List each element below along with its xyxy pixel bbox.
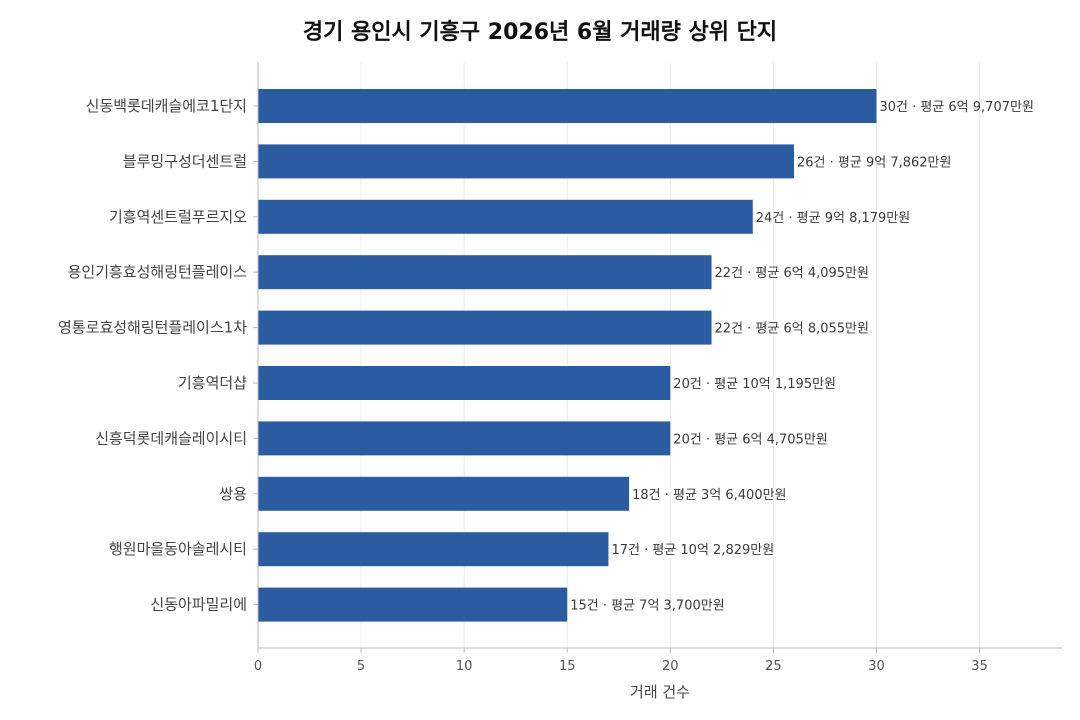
category-label: 영통로효성해링턴플레이스1차 [58, 319, 247, 337]
axes [257, 62, 1062, 649]
bars [258, 89, 877, 622]
data-label: 26건 · 평균 9억 7,862만원 [797, 155, 951, 170]
data-label: 22건 · 평균 6억 4,095만원 [715, 266, 869, 281]
data-label: 22건 · 평균 6억 8,055만원 [715, 322, 869, 337]
category-label: 기흥역더샵 [178, 374, 247, 392]
bar [258, 144, 794, 179]
x-tick-label: 0 [254, 659, 262, 674]
bar [258, 366, 671, 400]
x-tick-label: 10 [456, 659, 473, 674]
data-label: 20건 · 평균 6억 4,705만원 [673, 432, 827, 447]
x-tick-label: 25 [765, 659, 782, 674]
category-label: 신동아파밀리에 [150, 596, 247, 614]
bar [258, 587, 568, 622]
category-label: 행원마을동아솔레시티 [109, 540, 247, 558]
bar [258, 199, 753, 234]
category-label: 기흥역센트럴푸르지오 [109, 208, 247, 226]
data-label: 17건 · 평균 10억 2,829만원 [611, 543, 774, 558]
bar [258, 532, 609, 567]
category-label: 블루밍구성더센트럴 [123, 152, 247, 170]
x-axis-title: 거래 건수 [630, 683, 690, 701]
x-tick-label: 15 [559, 659, 576, 674]
category-label: 신흥덕롯데캐슬레이시티 [95, 429, 247, 447]
bar [258, 421, 671, 456]
category-label: 쌍용 [219, 485, 247, 503]
chart-title: 경기 용인시 기흥구 2026년 6월 거래량 상위 단지 [302, 20, 778, 45]
data-label: 24건 · 평균 9억 8,179만원 [756, 211, 910, 226]
x-tick-label: 20 [662, 659, 679, 674]
x-tick-label: 35 [971, 659, 988, 674]
data-label: 18건 · 평균 3억 6,400만원 [632, 488, 786, 503]
bar [258, 255, 712, 290]
x-tick-label: 30 [868, 659, 885, 674]
x-tick-label: 5 [357, 659, 365, 674]
data-label: 30건 · 평균 6억 9,707만원 [879, 100, 1033, 115]
category-label: 용인기흥효성해링턴플레이스 [68, 263, 248, 281]
data-label: 20건 · 평균 10억 1,195만원 [673, 377, 836, 392]
bar [258, 89, 877, 123]
data-label: 15건 · 평균 7억 3,700만원 [570, 599, 724, 614]
labels: 0 5 10 15 20 25 30 35 신동백롯데캐슬에코1단지 30건 · 평균 6억 9,… [58, 97, 1034, 674]
category-label: 신동백롯데캐슬에코1단지 [86, 97, 247, 115]
bar [258, 476, 630, 511]
bar [258, 310, 712, 345]
